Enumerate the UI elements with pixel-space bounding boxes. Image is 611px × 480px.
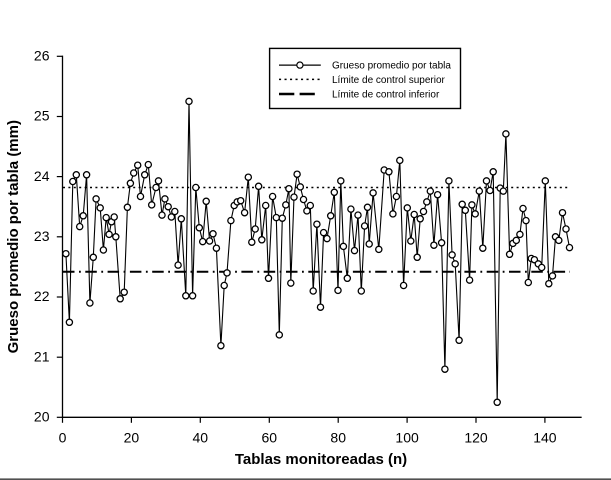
svg-text:20: 20 [34, 409, 50, 425]
svg-text:25: 25 [34, 108, 50, 124]
svg-text:100: 100 [395, 429, 419, 445]
svg-text:40: 40 [193, 429, 209, 445]
svg-text:22: 22 [34, 288, 50, 304]
svg-text:Límite de control superior: Límite de control superior [332, 75, 446, 86]
svg-text:21: 21 [34, 348, 50, 364]
svg-text:Tablas monitoreadas (n): Tablas monitoreadas (n) [235, 451, 407, 468]
svg-text:60: 60 [262, 429, 278, 445]
svg-text:Límite de control inferior: Límite de control inferior [332, 90, 440, 101]
svg-text:0: 0 [59, 429, 67, 445]
svg-text:24: 24 [34, 168, 50, 184]
svg-text:23: 23 [34, 228, 50, 244]
svg-text:140: 140 [533, 429, 557, 445]
svg-text:20: 20 [124, 429, 140, 445]
svg-text:26: 26 [34, 48, 50, 64]
svg-text:Grueso promedio por tabla: Grueso promedio por tabla [332, 61, 451, 72]
svg-text:120: 120 [464, 429, 488, 445]
svg-text:Grueso promedio por tabla (mm): Grueso promedio por tabla (mm) [5, 120, 22, 353]
svg-text:80: 80 [330, 429, 346, 445]
